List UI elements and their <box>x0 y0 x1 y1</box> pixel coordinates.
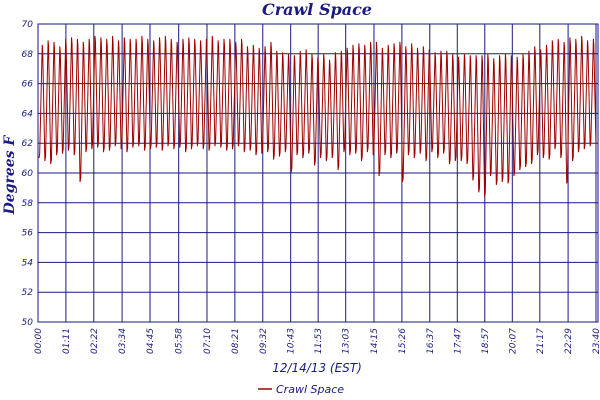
legend-label: Crawl Space <box>276 383 344 396</box>
x-tick-label: 04:45 <box>146 328 156 354</box>
y-tick-label: 52 <box>22 288 34 298</box>
legend: Crawl Space <box>258 383 344 396</box>
x-tick-label: 08:21 <box>231 328 241 354</box>
y-tick-label: 54 <box>22 258 34 268</box>
y-axis-label: Degrees F <box>2 135 18 216</box>
x-tick-label: 22:29 <box>564 328 574 354</box>
x-axis-label: 12/14/13 (EST) <box>272 361 362 375</box>
y-tick-label: 68 <box>22 50 34 60</box>
x-tick-label: 07:10 <box>203 328 213 354</box>
chart-title: Crawl Space <box>262 0 372 19</box>
x-tick-label: 01:11 <box>62 328 72 354</box>
y-tick-label: 62 <box>22 139 34 149</box>
y-tick-label: 64 <box>22 109 34 119</box>
y-tick-label: 70 <box>22 20 34 30</box>
x-tick-label: 11:53 <box>314 328 324 354</box>
plot-frame <box>37 23 599 323</box>
y-tick-label: 50 <box>22 318 34 328</box>
x-tick-label: 20:07 <box>508 328 518 354</box>
x-tick-label: 05:58 <box>175 328 185 354</box>
x-tick-labels: 00:00 01:11 02:22 03:34 04:45 05:58 07:10 08:21… <box>34 328 600 354</box>
y-tick-label: 60 <box>22 169 34 179</box>
x-tick-label: 18:57 <box>481 328 491 354</box>
y-tick-label: 66 <box>22 80 34 90</box>
x-tick-label: 21:17 <box>536 328 546 354</box>
x-tick-label: 16:37 <box>426 328 436 354</box>
x-tick-label: 02:22 <box>90 328 100 354</box>
series-layer <box>38 35 597 197</box>
series-line-crawl-space <box>38 35 597 197</box>
y-tick-labels: 50 52 54 56 58 60 62 64 66 68 70 <box>22 20 34 328</box>
x-tick-label: 13:03 <box>342 328 352 354</box>
x-tick-label: 23:40 <box>592 328 600 354</box>
x-tick-label: 00:00 <box>34 328 44 354</box>
x-tick-label: 09:32 <box>259 328 269 354</box>
x-tick-label: 10:43 <box>287 328 297 354</box>
x-tick-label: 03:34 <box>118 328 128 354</box>
x-tick-label: 14:15 <box>370 328 380 354</box>
x-tick-label: 17:47 <box>453 328 463 354</box>
x-tick-label: 15:26 <box>398 328 408 354</box>
y-tick-label: 56 <box>22 229 34 239</box>
y-tick-label: 58 <box>22 199 34 209</box>
